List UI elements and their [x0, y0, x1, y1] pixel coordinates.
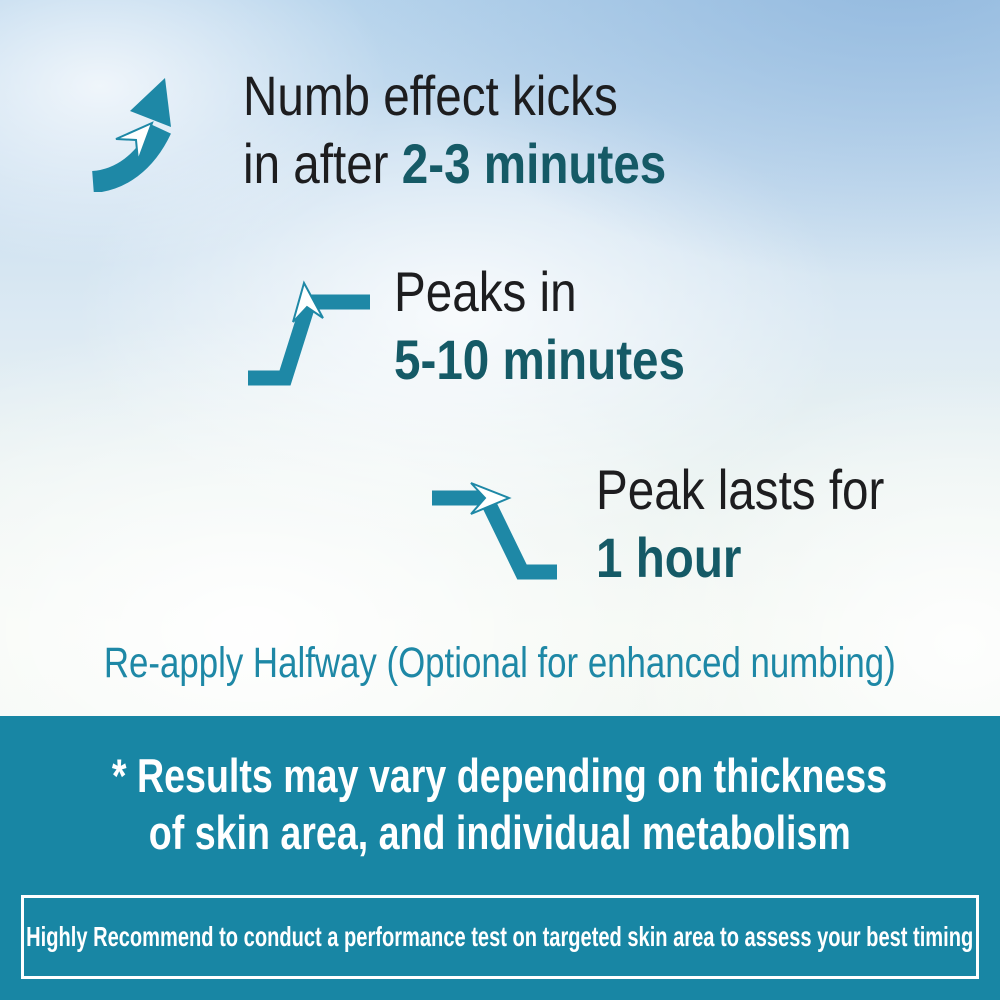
step-down-arrow-icon	[432, 482, 557, 580]
step-2-highlight: 5-10 minutes	[394, 328, 685, 391]
step-1-highlight: 2-3 minutes	[401, 132, 667, 195]
step-3-text: Peak lasts for 1 hour	[596, 456, 935, 592]
recommendation-box: Highly Recommend to conduct a performanc…	[21, 895, 979, 979]
step-3-highlight: 1 hour	[596, 526, 742, 589]
disclaimer-line1: * Results may vary depending on thicknes…	[112, 749, 888, 802]
step-1-line1: Numb effect kicks	[243, 64, 618, 127]
disclaimer-text: * Results may vary depending on thicknes…	[0, 716, 1000, 861]
step-3-line1: Peak lasts for	[596, 458, 885, 521]
curved-rise-arrow-icon	[91, 78, 171, 192]
step-2-text: Peaks in 5-10 minutes	[394, 258, 736, 394]
step-2-line1: Peaks in	[394, 260, 577, 323]
disclaimer-line2: of skin area, and individual metabolism	[148, 806, 852, 859]
step-1-line2-prefix: in after	[243, 132, 402, 195]
step-up-arrow-icon	[248, 280, 370, 386]
reapply-note: Re-apply Halfway (Optional for enhanced …	[104, 639, 896, 687]
recommendation-text: Highly Recommend to conduct a performanc…	[26, 921, 974, 952]
step-1-text: Numb effect kicks in after 2-3 minutes	[243, 62, 741, 198]
disclaimer-banner: * Results may vary depending on thicknes…	[0, 716, 1000, 1000]
